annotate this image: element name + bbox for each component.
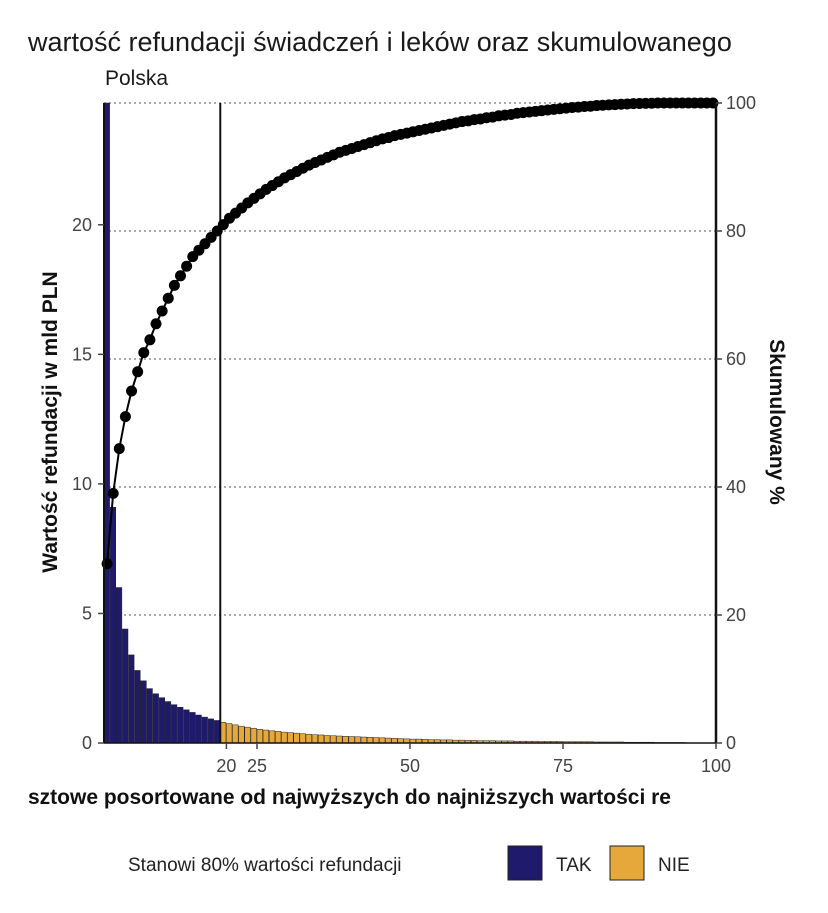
y-left-tick-label: 0	[82, 733, 92, 753]
bar	[293, 732, 300, 744]
bar	[287, 732, 294, 744]
tick-labels-group: 0 5 10 15 20 0 20 40 60 80 100 20 25 50 75 100	[72, 93, 756, 776]
bar	[317, 734, 325, 744]
bar	[299, 733, 306, 744]
bar	[177, 706, 184, 744]
bar	[262, 729, 270, 744]
cumulative-point	[181, 260, 193, 272]
bar	[250, 727, 257, 744]
chart-subtitle: Polska	[105, 67, 168, 90]
bar	[189, 712, 196, 744]
y-right-tick-label: 0	[726, 733, 736, 753]
bar	[171, 704, 178, 744]
bar	[330, 735, 337, 744]
cumulative-point	[150, 318, 162, 330]
y-right-tick-label: 20	[726, 605, 746, 625]
cumulative-point	[138, 347, 150, 359]
cumulative-point	[175, 270, 186, 282]
legend: Stanowi 80% wartości refundacji TAK NIE	[128, 845, 690, 881]
bar	[226, 723, 233, 744]
bar	[201, 716, 208, 744]
cumulative-point	[156, 305, 168, 317]
bar	[342, 736, 349, 744]
bar	[281, 731, 288, 744]
bar	[379, 737, 386, 744]
cumulative-point	[168, 279, 180, 291]
cumulative-line-group	[101, 97, 719, 570]
y-right-tick-label: 40	[726, 477, 746, 497]
bar	[128, 654, 135, 744]
cumulative-point	[162, 292, 174, 304]
x-tick-label: 50	[400, 756, 420, 776]
bar	[238, 725, 245, 744]
bar	[275, 731, 282, 744]
y-left-axis-title: Wartość refundacji w mld PLN	[39, 271, 62, 572]
bar	[195, 714, 202, 744]
legend-swatch-nie	[609, 845, 645, 881]
bar	[256, 729, 263, 744]
cumulative-point	[107, 487, 119, 499]
bar	[140, 680, 147, 744]
bar	[336, 735, 343, 744]
bar	[244, 726, 251, 744]
bar	[134, 670, 141, 744]
legend-label-tak: TAK	[556, 855, 592, 876]
bar	[324, 735, 331, 744]
chart-title: wartość refundacji świadczeń i leków ora…	[27, 27, 732, 57]
y-left-tick-label: 15	[72, 344, 92, 364]
y-left-tick-label: 20	[72, 215, 92, 235]
y-right-tick-label: 100	[726, 93, 756, 113]
cumulative-point	[126, 385, 138, 397]
bar	[146, 688, 153, 744]
x-axis-title: sztowe posortowane od najwyższych do naj…	[28, 786, 671, 809]
y-left-tick-label: 10	[72, 474, 92, 494]
bar	[207, 718, 214, 744]
bar	[305, 733, 312, 744]
bar	[122, 628, 129, 744]
bar	[183, 709, 190, 744]
bar	[268, 730, 276, 744]
bar	[354, 736, 361, 744]
x-tick-label: 25	[247, 756, 267, 776]
cumulative-point	[119, 411, 131, 423]
bar	[232, 724, 239, 744]
cumulative-point	[113, 443, 125, 455]
legend-title: Stanowi 80% wartości refundacji	[128, 855, 402, 876]
x-tick-label: 75	[553, 756, 573, 776]
bar	[164, 701, 172, 744]
cumulative-line	[106, 102, 713, 564]
y-right-axis-title: Skumulowany %	[765, 339, 788, 505]
bar	[152, 693, 159, 744]
gridlines	[104, 102, 716, 616]
axes-group	[103, 103, 718, 744]
cumulative-point	[144, 334, 156, 346]
bar	[213, 720, 221, 744]
bar	[360, 736, 367, 744]
legend-label-nie: NIE	[658, 855, 690, 876]
bar	[373, 737, 380, 744]
bar	[158, 697, 165, 744]
bar	[109, 506, 117, 744]
x-tick-label: 100	[701, 756, 731, 776]
y-left-tick-label: 5	[82, 603, 92, 623]
cumulative-point	[132, 366, 144, 378]
legend-swatch-tak	[507, 845, 543, 881]
bar	[115, 587, 123, 744]
x-tick-label: 20	[216, 756, 236, 776]
bars-group	[103, 102, 716, 744]
bar	[366, 737, 374, 744]
y-right-tick-label: 60	[726, 349, 746, 369]
bar	[311, 734, 318, 744]
bar	[348, 736, 355, 744]
y-right-tick-label: 80	[726, 221, 746, 241]
